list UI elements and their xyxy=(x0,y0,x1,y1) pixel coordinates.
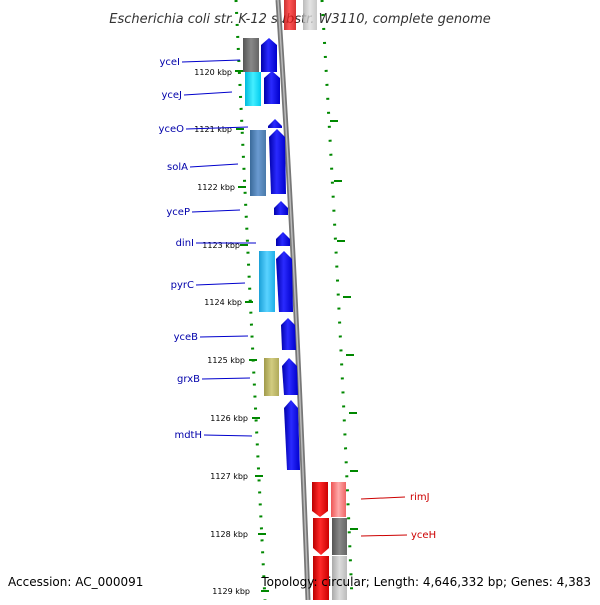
gene-arrow xyxy=(281,318,296,350)
gene-arrow xyxy=(276,232,290,246)
kbp-label: 1124 kbp xyxy=(204,298,242,307)
kbp-label: 1128 kbp xyxy=(210,530,248,539)
inner-ruler xyxy=(320,0,354,601)
gene-leaders xyxy=(181,59,256,437)
topology-text: Topology: circular; Length: 4,646,332 bp… xyxy=(260,575,591,589)
kbp-label: 1121 kbp xyxy=(194,125,232,134)
kbp-label: 1125 kbp xyxy=(207,356,245,365)
minus-strand-genes xyxy=(312,482,347,600)
cog-bar xyxy=(332,518,347,555)
gene-arrow xyxy=(313,518,329,555)
kbp-labels: 1120 kbp 1121 kbp 1122 kbp 1123 kbp 1124… xyxy=(194,68,250,596)
kbp-label: 1129 kbp xyxy=(212,587,250,596)
gene-label: yceB xyxy=(174,332,199,343)
outer-ruler xyxy=(234,0,267,601)
cog-category-lane xyxy=(243,38,279,396)
gene-arrow xyxy=(284,400,300,470)
cog-bar xyxy=(331,482,346,517)
gene-labels-plus: yceI yceJ yceO solA yceP dinI pyrC yceB … xyxy=(159,57,202,441)
gene-label: yceO xyxy=(159,124,185,135)
gene-label: solA xyxy=(167,162,188,173)
gene-label: yceJ xyxy=(161,90,182,101)
gene-arrow xyxy=(274,201,288,215)
kbp-ticks xyxy=(235,70,358,592)
gene-arrow xyxy=(312,482,328,517)
cog-bar xyxy=(245,72,261,106)
feature-top-red xyxy=(284,0,296,30)
gene-arrow xyxy=(313,556,329,600)
map-title: Escherichia coli str. K-12 substr. W3110… xyxy=(109,12,490,27)
gene-arrow xyxy=(282,358,298,395)
feature-top-gray xyxy=(303,0,317,30)
cog-bar xyxy=(243,38,259,72)
plus-strand-genes xyxy=(261,38,300,470)
kbp-label: 1126 kbp xyxy=(210,414,248,423)
kbp-label: 1127 kbp xyxy=(210,472,248,481)
gene-arrow xyxy=(261,38,277,72)
gene-label: pyrC xyxy=(171,280,194,291)
gene-label: rimJ xyxy=(410,492,430,503)
cog-bar xyxy=(264,358,279,396)
gene-label: mdtH xyxy=(174,430,202,441)
cog-bar xyxy=(250,130,266,196)
gene-label: yceP xyxy=(166,207,190,218)
kbp-label: 1122 kbp xyxy=(197,183,235,192)
gene-labels-minus: rimJ yceH xyxy=(360,492,436,541)
gene-arrow xyxy=(269,129,286,194)
cog-bar xyxy=(259,251,275,312)
kbp-label: 1120 kbp xyxy=(194,68,232,77)
gene-arrow xyxy=(264,71,280,104)
gene-label: dinI xyxy=(176,238,194,249)
gene-arrow xyxy=(276,251,293,312)
accession-text: Accession: AC_000091 xyxy=(8,575,143,589)
cog-bar xyxy=(332,556,347,600)
gene-label: grxB xyxy=(177,374,200,385)
gene-label: yceH xyxy=(411,530,436,541)
gene-arrow xyxy=(268,119,282,128)
kbp-label: 1123 kbp xyxy=(202,241,240,250)
gene-label: yceI xyxy=(159,57,180,68)
